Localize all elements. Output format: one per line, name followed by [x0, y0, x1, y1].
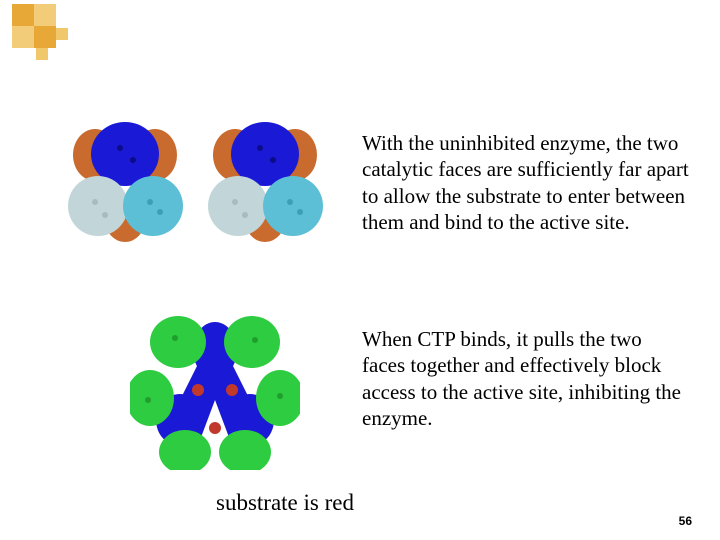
page-number: 56 [679, 514, 692, 528]
paragraph-ctp-bound: When CTP binds, it pulls the two faces t… [362, 326, 682, 431]
corner-decoration [0, 0, 90, 70]
substrate-caption: substrate is red [216, 490, 354, 516]
paragraph-uninhibited: With the uninhibited enzyme, the two cat… [362, 130, 692, 235]
enzyme-uninhibited-illustration [55, 120, 335, 270]
enzyme-ctp-bound-illustration [130, 310, 300, 470]
